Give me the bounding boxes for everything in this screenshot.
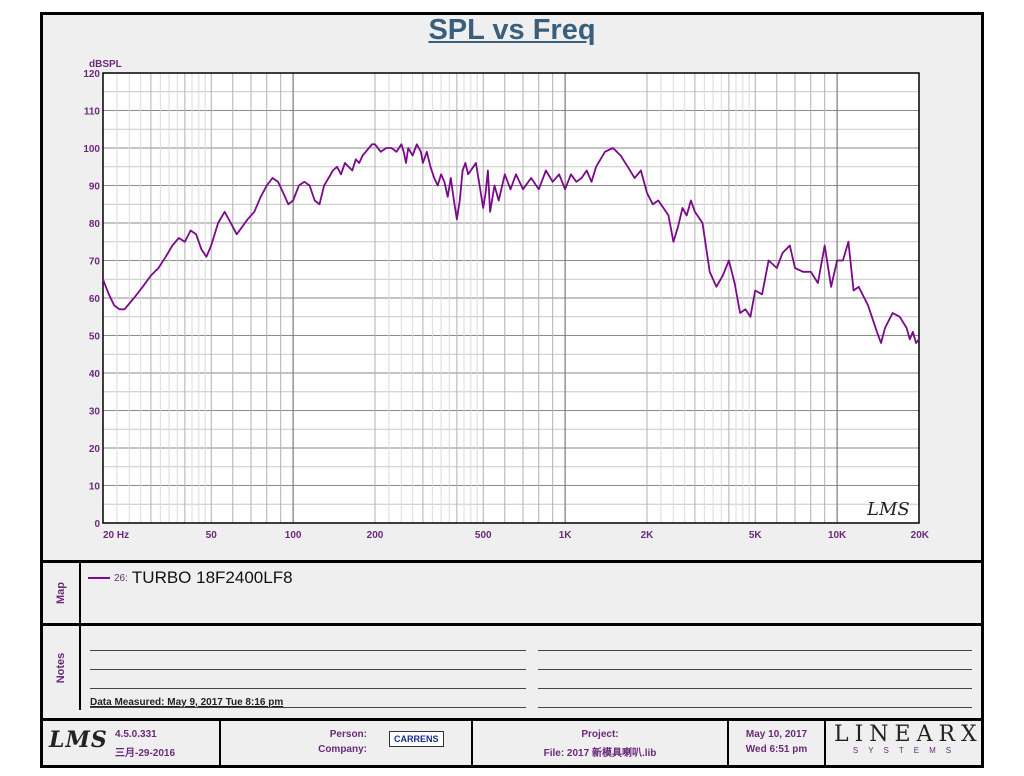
x-tick-label: 100 [285,530,302,541]
version-date: 三月-29-2016 [115,748,176,759]
note-line [538,707,972,708]
y-tick-label: 30 [89,407,101,418]
linearx-logo-text: LINEARX [834,722,983,747]
linearx-systems-text: SYSTEMS [852,746,962,755]
x-tick-label: 50 [206,530,218,541]
note-line [90,707,526,708]
legend-name: TURBO 18F2400LF8 [131,568,293,587]
lms-logo: LMS [49,727,108,753]
y-tick-label: 60 [89,294,101,305]
y-tick-label: 70 [89,257,101,268]
notes-label: Notes [55,652,67,684]
legend-entry[interactable]: 26: TURBO 18F2400LF8 [88,568,293,588]
data-measured-text: Data Measured: May 9, 2017 Tue 8:16 pm [90,697,284,708]
lms-watermark: LMS [866,499,910,520]
footer-date-cell: May 10, 2017 Wed 6:51 pm [729,721,826,765]
company-label: Company: [318,744,367,755]
y-tick-label: 90 [89,182,101,193]
company-logo: CARRENS [389,731,444,747]
notes-sidebar: Notes [43,626,81,710]
map-sidebar: Map [43,563,81,623]
project-label: Project: [581,729,619,740]
x-tick-label: 20 Hz [103,530,129,541]
y-tick-label: 40 [89,369,101,380]
divider-footer-top [40,718,984,721]
x-tick-label: 1K [559,530,573,541]
chart-title: SPL vs Freq [428,14,596,46]
note-line [90,669,526,670]
y-tick-label: 50 [89,332,101,343]
map-label: Map [55,582,67,604]
file-label: File: 2017 新模具喇叭.lib [543,748,657,759]
y-tick-label: 20 [89,444,101,455]
y-tick-label: 10 [89,482,101,493]
plot-border [102,72,920,524]
x-tick-label: 2K [641,530,655,541]
x-tick-label: 20K [911,530,930,541]
y-tick-label: 100 [83,144,100,155]
legend-id: 26: [114,572,128,584]
x-tick-label: 10K [828,530,847,541]
footer-date: May 10, 2017 [745,729,808,740]
note-line [90,650,526,651]
divider-map-top [40,560,984,563]
footer-time: Wed 6:51 pm [745,744,808,755]
y-tick-label: 0 [94,519,100,530]
note-line [538,688,972,689]
linearx-brand: LINEARX SYSTEMS [834,724,980,764]
y-tick-label: 80 [89,219,101,230]
note-line [538,650,972,651]
x-tick-label: 5K [749,530,763,541]
footer-version-cell: LMS 4.5.0.331 三月-29-2016 [43,721,221,765]
person-label: Person: [329,729,367,740]
x-tick-label: 200 [367,530,384,541]
footer-project-cell: Project: File: 2017 新模具喇叭.lib [473,721,729,765]
y-axis-label: dBSPL [89,59,122,70]
divider-notes-top [40,623,984,626]
note-line [538,669,972,670]
series-line [102,143,920,344]
note-line [90,688,526,689]
footer-person-cell: Person: Company: CARRENS [221,721,473,765]
legend-swatch [88,577,110,579]
y-tick-label: 120 [83,69,100,80]
version-text: 4.5.0.331 [115,729,157,740]
x-tick-label: 500 [475,530,492,541]
y-tick-label: 110 [84,107,101,118]
